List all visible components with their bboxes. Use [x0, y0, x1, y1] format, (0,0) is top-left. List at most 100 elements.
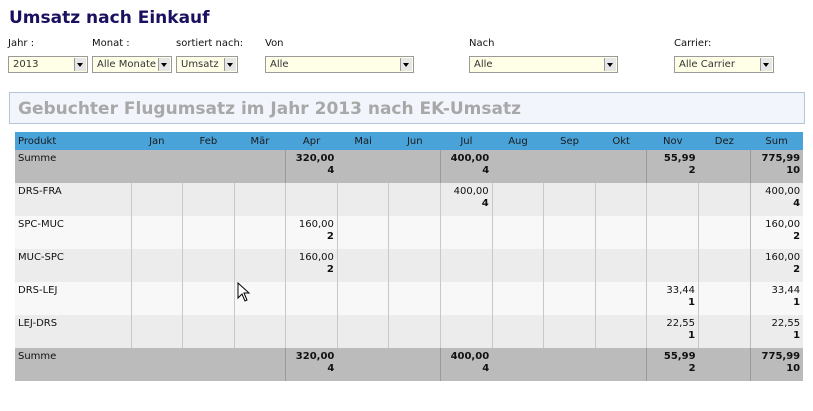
column-header: Okt	[595, 132, 647, 150]
booking-count: 2	[793, 231, 801, 242]
month-cell: 55,99 2	[646, 348, 699, 381]
booking-count: 2	[688, 165, 696, 176]
column-header: Sum	[750, 132, 804, 150]
revenue-value: 160,00	[765, 252, 801, 263]
sort-select[interactable]: Umsatz	[176, 56, 238, 73]
chevron-down-icon[interactable]	[604, 58, 616, 71]
month-cell	[233, 249, 286, 282]
month-cell	[698, 282, 751, 315]
product-name: Summe	[15, 348, 131, 381]
revenue-value: 320,00	[295, 351, 335, 362]
jahr-label: Jahr :	[8, 38, 35, 49]
total-row: Summe 320,00 4 400,00 4 55,99 2 775,99 10	[15, 348, 804, 381]
filter-sort: sortiert nach: Umsatz	[176, 37, 243, 73]
booking-count: 4	[327, 165, 335, 176]
month-cell	[130, 216, 183, 249]
table-row: SPC-MUC 160,00 2 160,00 2	[15, 216, 804, 249]
month-cell	[492, 348, 544, 381]
revenue-value: 775,99	[761, 153, 801, 164]
month-cell	[646, 183, 699, 216]
month-cell	[182, 183, 235, 216]
carrier-select-value: Alle Carrier	[679, 59, 735, 70]
month-cell	[336, 249, 389, 282]
month-cell	[594, 282, 647, 315]
chevron-down-icon[interactable]	[760, 58, 772, 71]
month-cell	[337, 150, 389, 183]
month-cell	[336, 282, 389, 315]
month-cell	[698, 249, 751, 282]
month-cell	[233, 216, 286, 249]
booking-count: 4	[481, 198, 489, 209]
month-cell	[491, 315, 544, 348]
filter-jahr: Jahr : 2013	[8, 37, 88, 73]
table-row: DRS-FRA 400,00 4 400,00 4	[15, 183, 804, 216]
nach-label: Nach	[469, 38, 495, 49]
month-cell	[182, 150, 235, 183]
booking-count: 1	[793, 297, 801, 308]
sum-cell: 160,00 2	[749, 249, 804, 282]
chevron-down-icon[interactable]	[158, 58, 170, 71]
revenue-value: 775,99	[761, 351, 801, 362]
carrier-label: Carrier:	[674, 38, 712, 49]
month-cell	[182, 282, 235, 315]
month-cell	[594, 183, 647, 216]
booking-count: 2	[688, 363, 696, 374]
month-cell	[130, 249, 183, 282]
month-cell	[388, 183, 441, 216]
month-cell	[336, 216, 389, 249]
column-header: Jan	[131, 132, 183, 150]
month-cell	[698, 315, 751, 348]
month-cell	[182, 348, 235, 381]
month-cell	[234, 150, 286, 183]
revenue-value: 400,00	[453, 186, 489, 197]
month-cell: 400,00 4	[440, 150, 493, 183]
chevron-down-icon[interactable]	[74, 58, 86, 71]
booking-count: 1	[688, 297, 696, 308]
month-cell	[594, 216, 647, 249]
column-header: Mai	[337, 132, 389, 150]
nach-select-value: Alle	[474, 59, 493, 70]
month-cell	[285, 282, 338, 315]
column-header: Mär	[234, 132, 286, 150]
month-cell	[491, 216, 544, 249]
chevron-down-icon[interactable]	[400, 58, 412, 71]
month-cell	[388, 315, 441, 348]
month-cell: 400,00 4	[440, 348, 493, 381]
month-cell: 160,00 2	[285, 216, 338, 249]
von-select[interactable]: Alle	[265, 56, 414, 73]
month-cell	[543, 348, 596, 381]
booking-count: 4	[327, 363, 335, 374]
month-cell: 400,00 4	[440, 183, 493, 216]
booking-count: 1	[793, 330, 801, 341]
month-cell	[595, 150, 647, 183]
column-header: Aug	[492, 132, 544, 150]
carrier-select[interactable]: Alle Carrier	[674, 56, 774, 73]
month-cell	[440, 249, 493, 282]
nach-select[interactable]: Alle	[469, 56, 618, 73]
month-cell	[285, 183, 338, 216]
month-cell	[698, 150, 751, 183]
mouse-cursor-icon	[237, 282, 251, 302]
revenue-value: 160,00	[765, 219, 801, 230]
column-header: Feb	[182, 132, 235, 150]
month-cell	[233, 282, 286, 315]
table-row: LEJ-DRS 22,55 1 22,55 1	[15, 315, 804, 348]
jahr-select[interactable]: 2013	[8, 56, 88, 73]
month-cell	[233, 315, 286, 348]
month-cell	[543, 183, 596, 216]
revenue-value: 22,55	[666, 318, 696, 329]
revenue-value: 160,00	[298, 219, 334, 230]
month-cell	[130, 315, 183, 348]
product-name: Summe	[15, 150, 131, 183]
month-cell	[646, 216, 699, 249]
revenue-value: 160,00	[298, 252, 334, 263]
month-cell	[492, 150, 544, 183]
total-row: Summe 320,00 4 400,00 4 55,99 2 775,99 10	[15, 150, 804, 183]
month-cell	[440, 315, 493, 348]
month-cell: 33,44 1	[646, 282, 699, 315]
filter-monat: Monat : Alle Monate	[92, 37, 172, 73]
month-cell	[594, 249, 647, 282]
chevron-down-icon[interactable]	[224, 58, 236, 71]
month-cell	[336, 183, 389, 216]
monat-select[interactable]: Alle Monate	[92, 56, 172, 73]
